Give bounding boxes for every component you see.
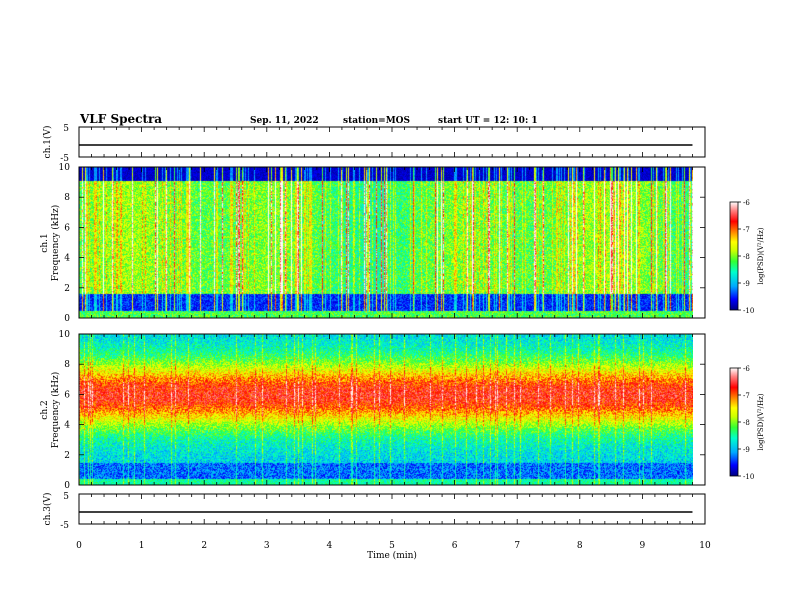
ch2-colorbar-tick-label: -8 bbox=[743, 419, 750, 427]
ch2-spectrogram-image bbox=[79, 334, 693, 485]
ch1-colorbar-tick-label: -8 bbox=[743, 253, 750, 261]
ch2-colorbar-tick-label: -6 bbox=[743, 365, 750, 373]
time-axis-tick-label: 7 bbox=[514, 541, 520, 551]
time-axis-label: Time (min) bbox=[367, 550, 417, 561]
ch1-ytick-label: 0 bbox=[64, 314, 70, 324]
ch1-ytick-label: 2 bbox=[64, 284, 70, 294]
ch3-voltage-ylabel: ch.3(V) bbox=[42, 493, 53, 526]
ch1-colorbar-tick-label: -7 bbox=[743, 226, 750, 234]
time-axis-tick-label: 3 bbox=[264, 541, 270, 551]
ch1-colorbar-tick-label: -9 bbox=[743, 280, 750, 288]
time-axis-tick-label: 10 bbox=[699, 541, 711, 551]
ch2-spectrogram-ylabel-channel: ch.2 bbox=[40, 400, 50, 419]
time-axis-tick-label: 4 bbox=[327, 541, 333, 551]
ch1-colorbar-ticks: -6 -7 -8 -9 -10 bbox=[738, 199, 754, 315]
ch3-voltage-panel: 5 -5 ch.3(V) 0 1 2 3 4 5 6 7 8 9 10 Time (min) bbox=[42, 492, 711, 561]
ch2-ytick-label: 4 bbox=[64, 421, 70, 431]
ch1-spectrogram-ylabel-frequency: Frequency (kHz) bbox=[50, 205, 61, 282]
ch1-spectrogram-ticks bbox=[78, 167, 706, 318]
ch1-ytick-label: 4 bbox=[64, 254, 70, 264]
ch1-colorbar-label: log(PSD)(V²/Hz) bbox=[757, 227, 765, 284]
ch1-voltage-ticks bbox=[78, 127, 706, 157]
time-axis-tick-labels: 0 1 2 3 4 5 6 7 8 9 10 bbox=[76, 541, 711, 551]
ch1-colorbar bbox=[729, 201, 739, 311]
ch2-colorbar bbox=[729, 367, 739, 477]
ch2-ytick-label: 2 bbox=[64, 451, 70, 461]
time-axis-tick-label: 8 bbox=[577, 541, 583, 551]
ch2-ytick-label: 0 bbox=[64, 481, 70, 491]
ch1-voltage-ylabel: ch.1(V) bbox=[42, 126, 53, 159]
ch1-spectrogram-ylabel-channel: ch.1 bbox=[40, 233, 50, 252]
ch1-ytick-label: 10 bbox=[59, 163, 71, 173]
ch1-spectrogram-image bbox=[79, 167, 693, 318]
ch3-ytick-top: 5 bbox=[63, 492, 69, 502]
ch1-spectrogram-panel: 0 2 4 6 8 10 ch.1 Frequency (kHz) -6 -7 -8 -9 -10… bbox=[40, 163, 765, 324]
ch2-frequency-tick-labels: 0 2 4 6 8 10 bbox=[59, 330, 705, 491]
start-time-label: start UT = 12: 10: 1 bbox=[438, 116, 538, 126]
ch2-colorbar-ticks: -6 -7 -8 -9 -10 bbox=[738, 365, 754, 481]
ch1-ytick-label: 8 bbox=[64, 193, 70, 203]
date-label: Sep. 11, 2022 bbox=[250, 116, 319, 126]
ch2-spectrogram-ticks bbox=[78, 334, 706, 485]
ch1-ytick-bottom: -5 bbox=[60, 154, 69, 164]
ch2-ytick-label: 6 bbox=[64, 390, 70, 400]
ch1-frequency-tick-labels: 0 2 4 6 8 10 bbox=[59, 163, 705, 324]
ch2-ytick-label: 8 bbox=[64, 360, 70, 370]
ch2-colorbar-tick-label: -7 bbox=[743, 392, 750, 400]
station-label: station=MOS bbox=[343, 116, 410, 126]
time-axis-tick-label: 1 bbox=[139, 541, 145, 551]
figure-title: VLF Spectra bbox=[79, 112, 162, 126]
ch2-ytick-label: 10 bbox=[59, 330, 71, 340]
ch1-colorbar-tick-label: -10 bbox=[743, 307, 754, 315]
ch2-colorbar-tick-label: -9 bbox=[743, 446, 750, 454]
ch3-ytick-bottom: -5 bbox=[60, 521, 69, 531]
ch1-ytick-top: 5 bbox=[63, 124, 69, 134]
ch2-colorbar-tick-label: -10 bbox=[743, 473, 754, 481]
ch3-voltage-ticks bbox=[78, 494, 706, 524]
ch2-colorbar-label: log(PSD)(V²/Hz) bbox=[757, 393, 765, 450]
ch1-colorbar-tick-label: -6 bbox=[743, 199, 750, 207]
ch1-voltage-panel: 5 -5 ch.1(V) bbox=[42, 124, 706, 164]
ch1-ytick-label: 6 bbox=[64, 223, 70, 233]
time-axis-tick-label: 2 bbox=[201, 541, 207, 551]
ch2-spectrogram-panel: 0 2 4 6 8 10 ch.2 Frequency (kHz) -6 -7 -8 -9 -10… bbox=[40, 330, 765, 491]
time-axis-tick-label: 0 bbox=[76, 541, 82, 551]
time-axis-tick-label: 5 bbox=[389, 541, 395, 551]
ch2-spectrogram-ylabel-frequency: Frequency (kHz) bbox=[50, 372, 61, 449]
time-axis-tick-label: 6 bbox=[452, 541, 458, 551]
time-axis-tick-label: 9 bbox=[640, 541, 646, 551]
